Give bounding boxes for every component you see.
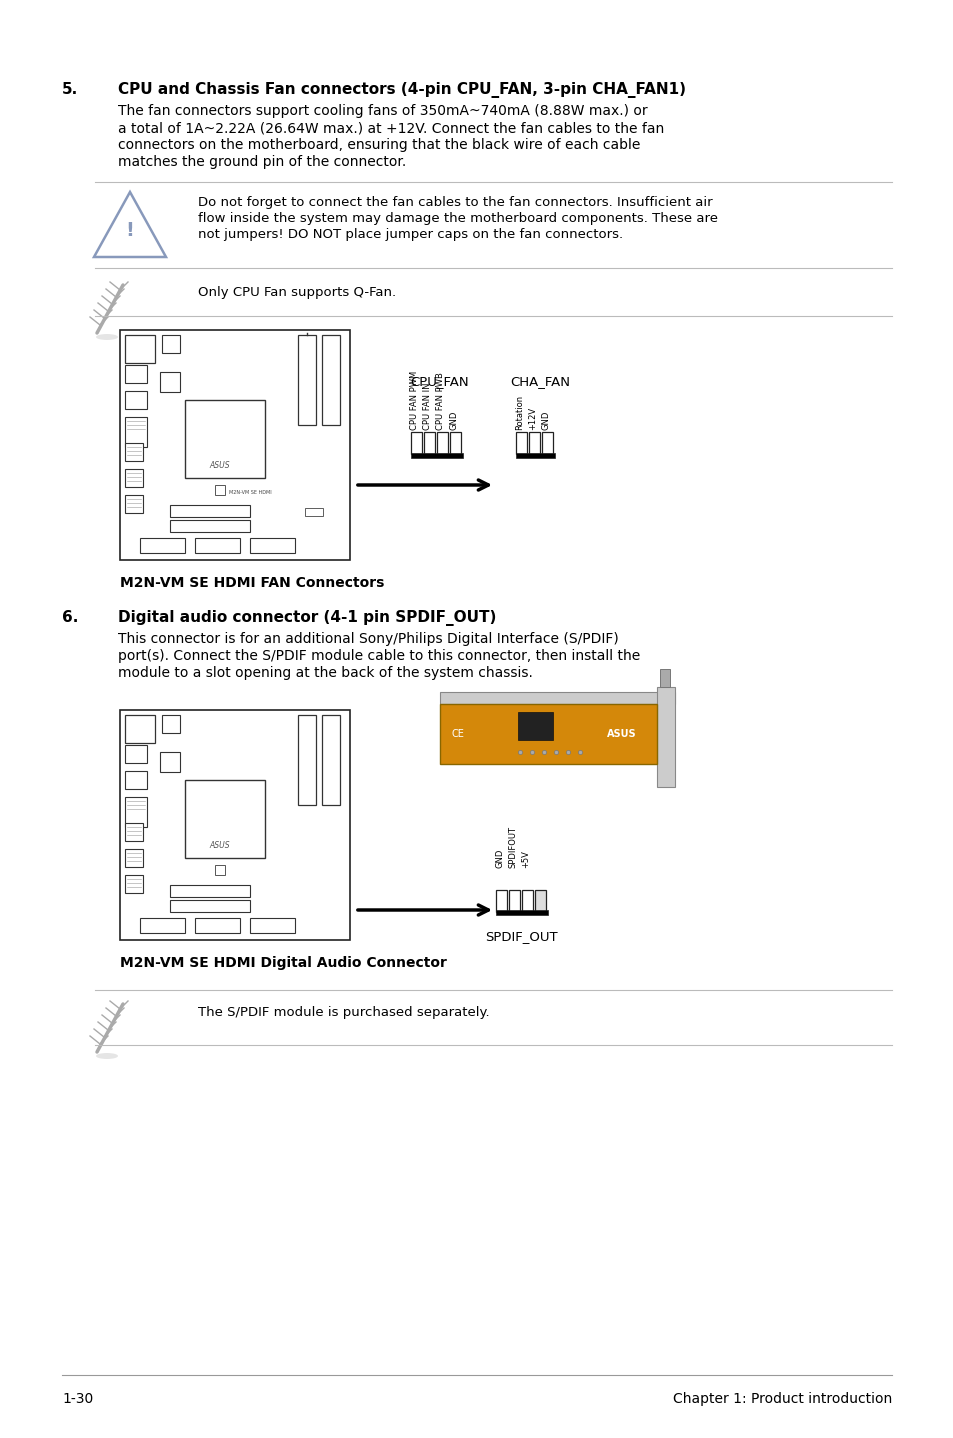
Bar bbox=[120, 329, 350, 559]
Bar bbox=[125, 417, 147, 447]
Bar bbox=[194, 538, 240, 554]
Text: CE: CE bbox=[451, 729, 464, 739]
Bar bbox=[411, 431, 421, 454]
Bar bbox=[125, 823, 143, 841]
Bar bbox=[162, 715, 180, 733]
Text: GND: GND bbox=[449, 411, 458, 430]
Bar bbox=[125, 745, 147, 764]
Text: CPU_FAN: CPU_FAN bbox=[410, 375, 468, 388]
Text: !: ! bbox=[126, 221, 134, 240]
Text: 5.: 5. bbox=[62, 82, 78, 96]
Text: M2N-VM SE HDMI: M2N-VM SE HDMI bbox=[229, 489, 271, 495]
Bar bbox=[423, 431, 435, 454]
Bar bbox=[125, 443, 143, 462]
Text: The fan connectors support cooling fans of 350mA~740mA (8.88W max.) or: The fan connectors support cooling fans … bbox=[118, 104, 647, 118]
Bar bbox=[170, 521, 250, 532]
Text: Digital audio connector (4-1 pin SPDIF_OUT): Digital audio connector (4-1 pin SPDIF_O… bbox=[118, 610, 496, 626]
Bar bbox=[297, 335, 315, 426]
Text: SPDIFOUT: SPDIFOUT bbox=[508, 825, 517, 869]
Bar bbox=[541, 431, 553, 454]
Bar bbox=[170, 884, 250, 897]
Bar bbox=[535, 890, 545, 912]
Bar bbox=[125, 365, 147, 383]
Bar bbox=[214, 866, 225, 874]
Bar bbox=[160, 372, 180, 393]
Ellipse shape bbox=[96, 334, 118, 339]
Text: CPU and Chassis Fan connectors (4-pin CPU_FAN, 3-pin CHA_FAN1): CPU and Chassis Fan connectors (4-pin CP… bbox=[118, 82, 685, 98]
Text: CPU FAN PWB: CPU FAN PWB bbox=[436, 372, 445, 430]
Text: Chapter 1: Product introduction: Chapter 1: Product introduction bbox=[672, 1392, 891, 1406]
Bar bbox=[496, 890, 506, 912]
Text: Do not forget to connect the fan cables to the fan connectors. Insufficient air: Do not forget to connect the fan cables … bbox=[198, 196, 712, 209]
Bar bbox=[162, 335, 180, 352]
Bar bbox=[125, 495, 143, 513]
Text: The S/PDIF module is purchased separately.: The S/PDIF module is purchased separatel… bbox=[198, 1007, 489, 1020]
Text: not jumpers! DO NOT place jumper caps on the fan connectors.: not jumpers! DO NOT place jumper caps on… bbox=[198, 229, 622, 242]
Text: +5V: +5V bbox=[521, 850, 530, 869]
Text: ASUS: ASUS bbox=[210, 460, 230, 469]
Text: a total of 1A~2.22A (26.64W max.) at +12V. Connect the fan cables to the fan: a total of 1A~2.22A (26.64W max.) at +12… bbox=[118, 121, 663, 135]
Bar bbox=[516, 431, 526, 454]
Text: matches the ground pin of the connector.: matches the ground pin of the connector. bbox=[118, 155, 406, 170]
Text: Rotation: Rotation bbox=[515, 395, 524, 430]
Bar bbox=[194, 917, 240, 933]
Bar bbox=[521, 890, 533, 912]
Bar bbox=[250, 538, 294, 554]
Bar bbox=[509, 890, 519, 912]
Bar bbox=[120, 710, 350, 940]
Bar bbox=[436, 431, 448, 454]
Text: 6.: 6. bbox=[62, 610, 78, 626]
Bar bbox=[516, 453, 555, 457]
Bar bbox=[439, 705, 657, 764]
Text: connectors on the motherboard, ensuring that the black wire of each cable: connectors on the motherboard, ensuring … bbox=[118, 138, 639, 152]
Bar bbox=[305, 508, 323, 516]
Bar bbox=[411, 453, 462, 457]
Bar bbox=[170, 505, 250, 518]
Bar bbox=[439, 692, 675, 705]
Bar bbox=[140, 538, 185, 554]
Text: M2N-VM SE HDMI Digital Audio Connector: M2N-VM SE HDMI Digital Audio Connector bbox=[120, 956, 446, 971]
Ellipse shape bbox=[96, 1053, 118, 1058]
Text: SPDIF_OUT: SPDIF_OUT bbox=[484, 930, 558, 943]
Bar bbox=[214, 485, 225, 495]
Bar bbox=[185, 779, 265, 858]
Text: Only CPU Fan supports Q-Fan.: Only CPU Fan supports Q-Fan. bbox=[198, 286, 395, 299]
Bar bbox=[185, 400, 265, 477]
Text: port(s). Connect the S/PDIF module cable to this connector, then install the: port(s). Connect the S/PDIF module cable… bbox=[118, 649, 639, 663]
Bar bbox=[322, 715, 339, 805]
Text: CPU FAN IN: CPU FAN IN bbox=[423, 383, 432, 430]
Bar bbox=[517, 712, 553, 741]
Bar bbox=[140, 917, 185, 933]
Text: CHA_FAN: CHA_FAN bbox=[510, 375, 569, 388]
Text: M2N-VM SE HDMI FAN Connectors: M2N-VM SE HDMI FAN Connectors bbox=[120, 577, 384, 590]
Bar bbox=[125, 771, 147, 789]
Bar bbox=[496, 910, 547, 915]
Text: ASUS: ASUS bbox=[606, 729, 637, 739]
Text: module to a slot opening at the back of the system chassis.: module to a slot opening at the back of … bbox=[118, 666, 533, 680]
Bar bbox=[125, 715, 154, 743]
Bar bbox=[297, 715, 315, 805]
Bar bbox=[160, 752, 180, 772]
Text: flow inside the system may damage the motherboard components. These are: flow inside the system may damage the mo… bbox=[198, 211, 718, 224]
Bar bbox=[250, 917, 294, 933]
Bar bbox=[529, 431, 539, 454]
Text: GND: GND bbox=[495, 848, 504, 869]
Bar bbox=[657, 687, 675, 787]
Bar bbox=[125, 335, 154, 362]
Bar bbox=[125, 848, 143, 867]
Bar bbox=[125, 469, 143, 487]
Bar bbox=[125, 797, 147, 827]
Bar bbox=[125, 874, 143, 893]
Bar bbox=[450, 431, 460, 454]
Bar bbox=[170, 900, 250, 912]
Text: This connector is for an additional Sony/Philips Digital Interface (S/PDIF): This connector is for an additional Sony… bbox=[118, 631, 618, 646]
Bar bbox=[322, 335, 339, 426]
Bar bbox=[125, 391, 147, 408]
Text: ASUS: ASUS bbox=[210, 840, 230, 850]
Text: GND: GND bbox=[541, 411, 550, 430]
Text: 1-30: 1-30 bbox=[62, 1392, 93, 1406]
Text: CPU FAN PWM: CPU FAN PWM bbox=[410, 371, 419, 430]
Text: +12V: +12V bbox=[528, 407, 537, 430]
Bar bbox=[659, 669, 669, 687]
